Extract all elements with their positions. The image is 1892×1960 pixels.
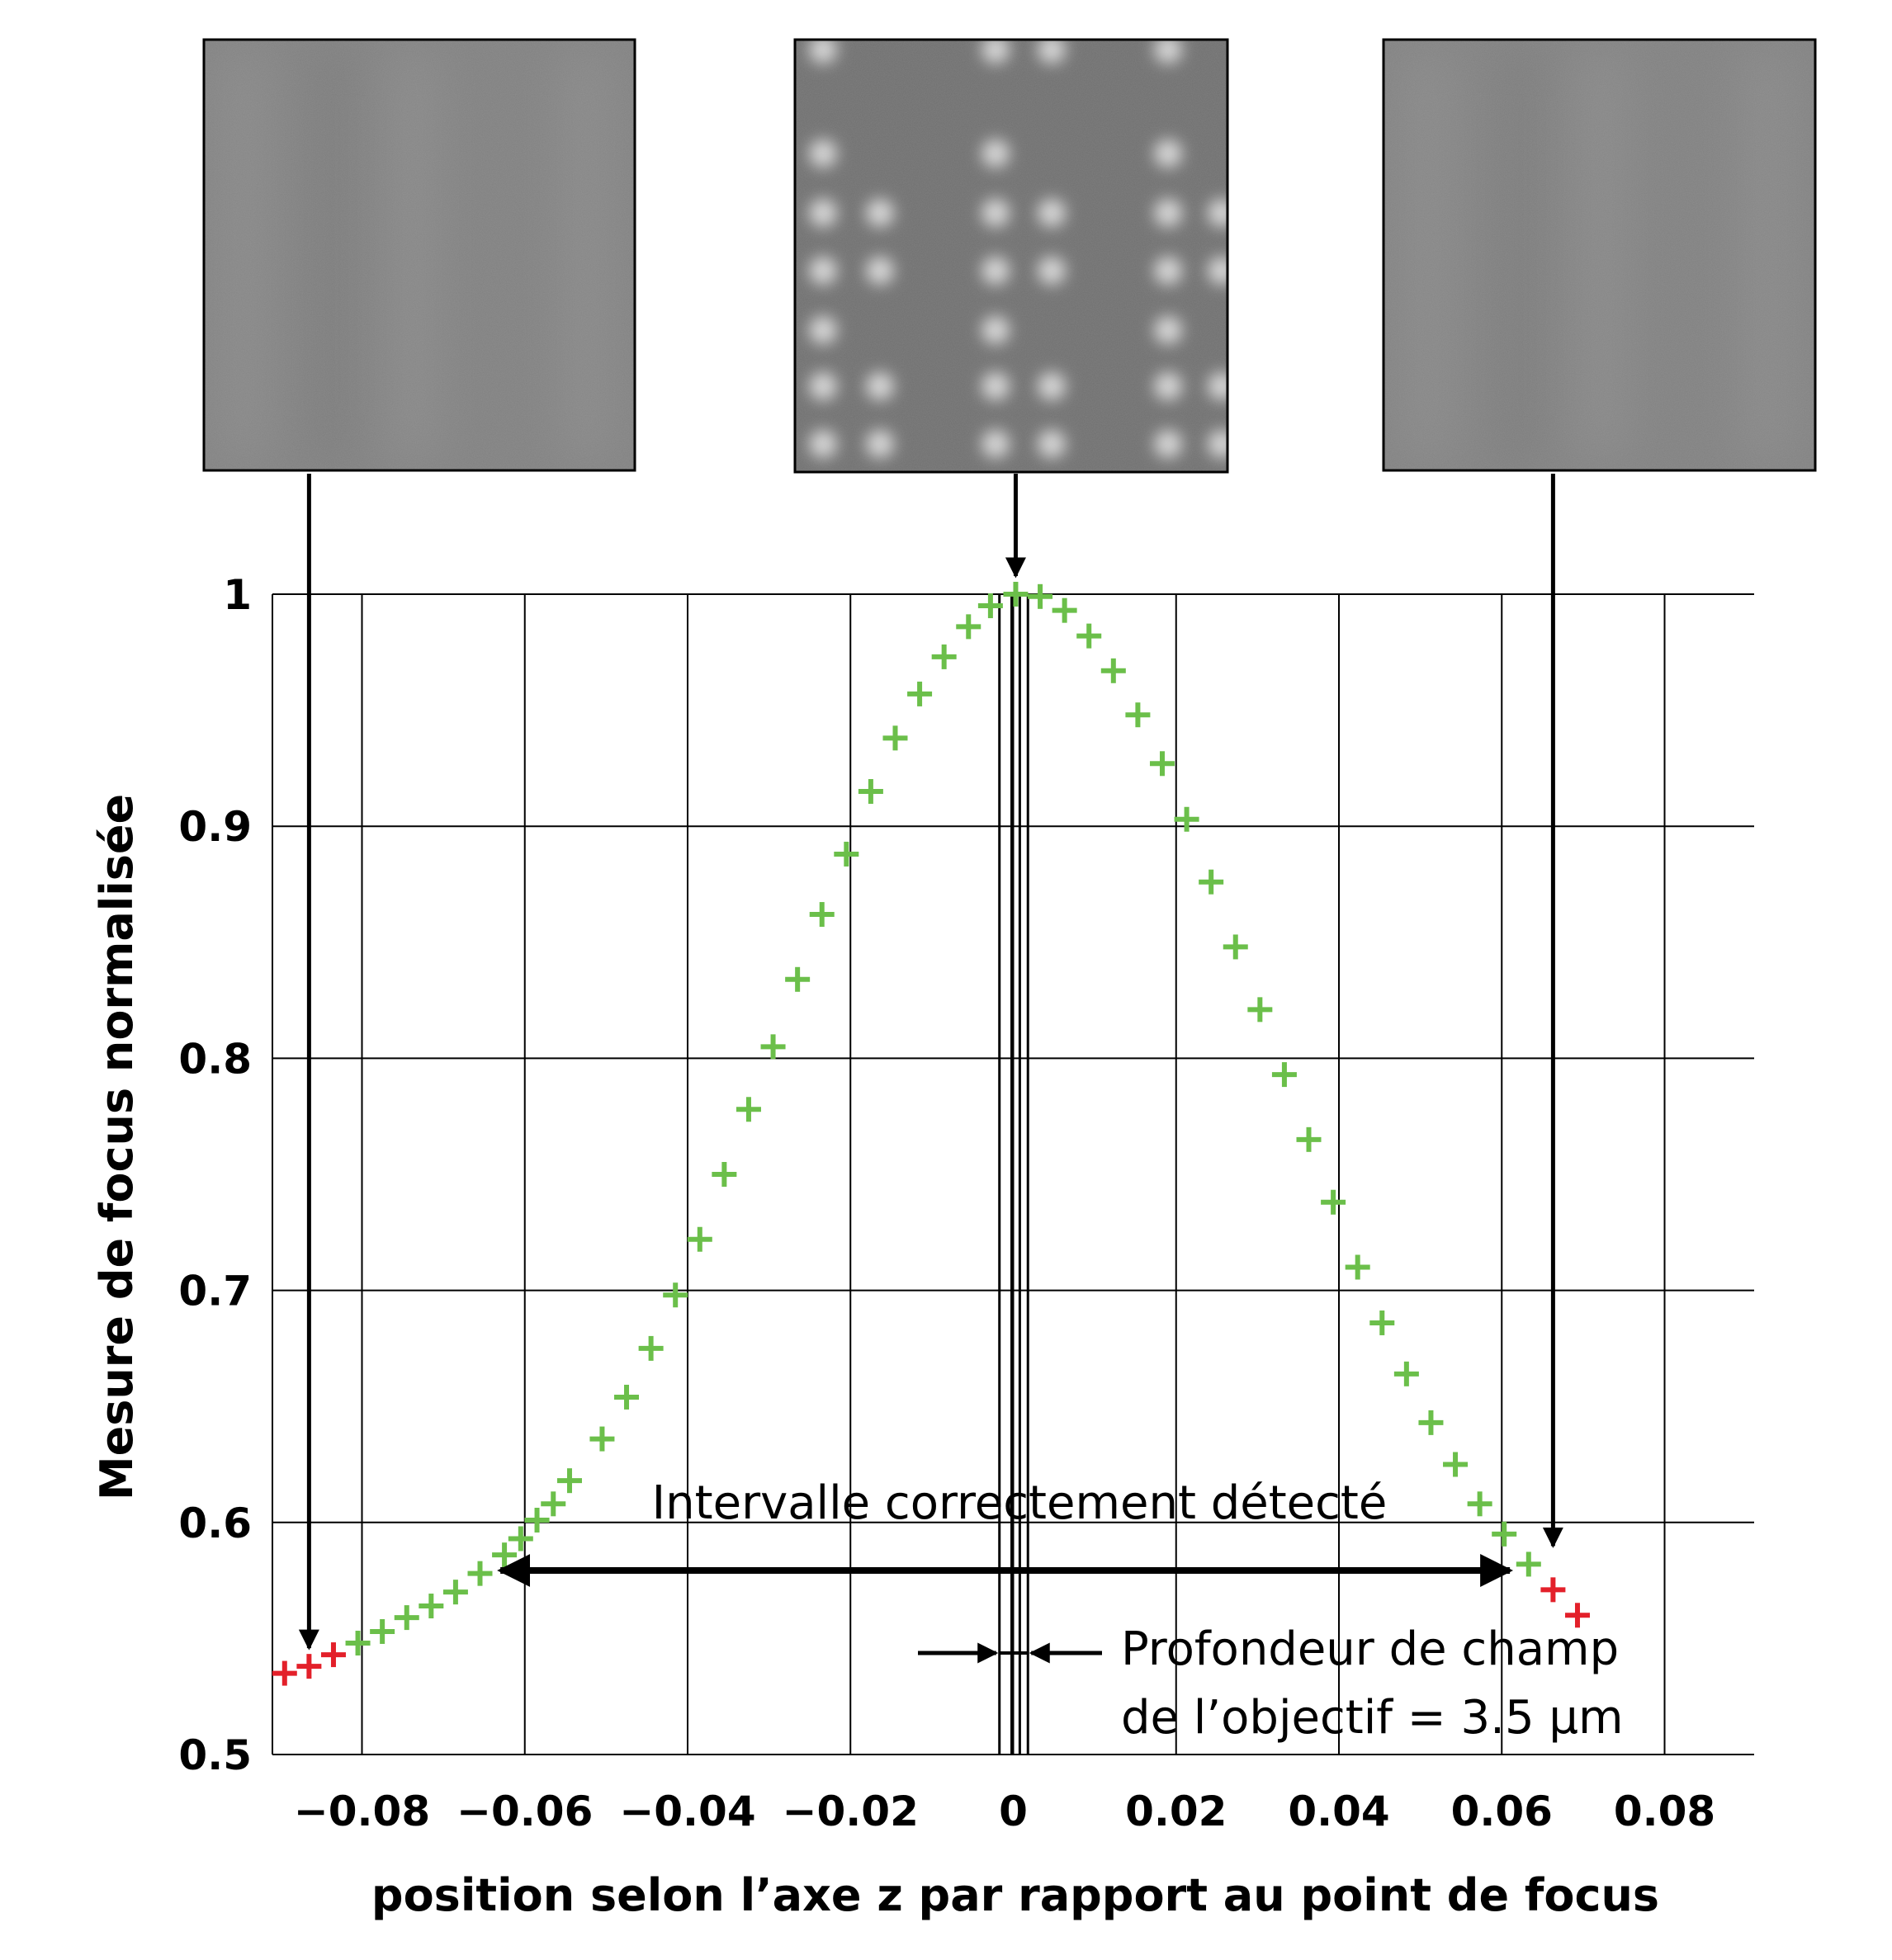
y-tick-label: 0.7 bbox=[178, 1268, 252, 1315]
data-point-detected bbox=[1223, 934, 1248, 960]
data-point-detected bbox=[419, 1594, 444, 1619]
data-point-not-detected bbox=[1564, 1603, 1590, 1628]
data-point-detected bbox=[1199, 869, 1224, 895]
data-point-detected bbox=[931, 644, 957, 669]
data-point-detected bbox=[977, 593, 1003, 619]
data-point-detected bbox=[712, 1162, 737, 1187]
data-point-not-detected bbox=[296, 1654, 322, 1679]
data-point-detected bbox=[882, 725, 908, 751]
data-point-detected bbox=[1492, 1521, 1517, 1547]
in-focus-thumbnail bbox=[793, 38, 1229, 474]
data-point-detected bbox=[1174, 806, 1199, 832]
y-axis-tick-labels: 0.5 0.6 0.7 0.8 0.9 1 bbox=[178, 571, 252, 1779]
data-point-detected bbox=[345, 1631, 371, 1656]
defocused-negative-thumbnail bbox=[202, 38, 636, 472]
thumbnail-connector-arrows bbox=[298, 474, 1563, 1651]
data-point-detected bbox=[1418, 1410, 1444, 1435]
y-tick-label: 0.6 bbox=[178, 1500, 252, 1547]
focus-measure-points bbox=[272, 582, 1590, 1686]
data-point-detected bbox=[442, 1580, 468, 1605]
data-point-detected bbox=[1296, 1126, 1322, 1152]
data-point-detected bbox=[556, 1468, 582, 1494]
data-point-detected bbox=[1028, 583, 1053, 609]
data-point-detected bbox=[1100, 658, 1126, 683]
data-point-detected bbox=[834, 841, 859, 867]
data-point-detected bbox=[1393, 1361, 1419, 1386]
data-point-detected bbox=[858, 779, 883, 805]
y-tick-label: 1 bbox=[223, 571, 252, 619]
x-tick-label: 0.06 bbox=[1451, 1788, 1553, 1835]
data-point-detected bbox=[394, 1605, 419, 1631]
x-axis-tick-labels: −0.08 −0.06 −0.04 −0.02 0 0.02 0.04 0.06 0.08 bbox=[294, 1788, 1715, 1835]
data-point-detected bbox=[1345, 1254, 1370, 1280]
x-tick-label: 0.04 bbox=[1288, 1788, 1389, 1835]
x-axis-title: position selon l’axe z par rapport au po… bbox=[371, 1869, 1659, 1921]
data-point-detected bbox=[370, 1618, 395, 1644]
x-tick-label: −0.04 bbox=[619, 1788, 755, 1835]
x-tick-label: −0.08 bbox=[294, 1788, 430, 1835]
x-tick-label: 0.02 bbox=[1125, 1788, 1227, 1835]
data-point-detected bbox=[1467, 1491, 1492, 1517]
data-point-not-detected bbox=[320, 1642, 346, 1668]
x-tick-label: 0.08 bbox=[1614, 1788, 1715, 1835]
data-point-detected bbox=[1125, 702, 1151, 728]
data-point-detected bbox=[524, 1507, 550, 1533]
data-point-detected bbox=[687, 1226, 712, 1252]
plot-grid bbox=[272, 593, 1754, 1755]
y-tick-label: 0.9 bbox=[178, 803, 252, 851]
defocused-positive-thumbnail bbox=[1382, 38, 1817, 472]
data-point-detected bbox=[467, 1561, 493, 1586]
data-point-detected bbox=[1516, 1551, 1541, 1577]
data-point-detected bbox=[1321, 1189, 1346, 1215]
data-point-detected bbox=[1247, 997, 1273, 1023]
y-axis-title: Mesure de focus normalisée bbox=[91, 794, 143, 1500]
annotations bbox=[497, 1554, 1514, 1664]
data-point-detected bbox=[1271, 1062, 1297, 1088]
x-tick-label: −0.02 bbox=[783, 1788, 919, 1835]
data-point-detected bbox=[1149, 751, 1175, 777]
data-point-detected bbox=[1443, 1452, 1469, 1477]
y-tick-label: 0.5 bbox=[178, 1731, 252, 1779]
data-point-detected bbox=[1052, 597, 1077, 623]
x-tick-label: 0 bbox=[999, 1788, 1028, 1835]
data-point-detected bbox=[736, 1097, 761, 1122]
interval-label: Intervalle correctement détecté bbox=[652, 1476, 1388, 1530]
data-point-detected bbox=[1076, 623, 1102, 649]
data-point-detected bbox=[541, 1491, 566, 1517]
data-point-detected bbox=[956, 614, 981, 640]
data-point-not-detected bbox=[1540, 1577, 1566, 1603]
data-point-detected bbox=[907, 681, 933, 706]
data-point-detected bbox=[663, 1282, 688, 1308]
depth-of-field-label-line2: de l’objectif = 3.5 μm bbox=[1121, 1691, 1624, 1745]
data-point-detected bbox=[492, 1542, 518, 1568]
data-point-detected bbox=[508, 1526, 533, 1551]
data-point-detected bbox=[1369, 1310, 1395, 1335]
x-tick-label: −0.06 bbox=[456, 1788, 593, 1835]
data-point-not-detected bbox=[272, 1660, 297, 1686]
data-point-detected bbox=[614, 1384, 640, 1410]
data-point-detected bbox=[638, 1335, 664, 1361]
depth-of-field-label-line1: Profondeur de champ bbox=[1121, 1622, 1619, 1676]
data-point-detected bbox=[785, 966, 811, 992]
y-tick-label: 0.8 bbox=[178, 1035, 252, 1083]
data-point-detected bbox=[589, 1426, 615, 1452]
data-point-detected bbox=[809, 902, 835, 928]
data-point-detected bbox=[1003, 582, 1029, 607]
data-point-detected bbox=[760, 1034, 786, 1060]
